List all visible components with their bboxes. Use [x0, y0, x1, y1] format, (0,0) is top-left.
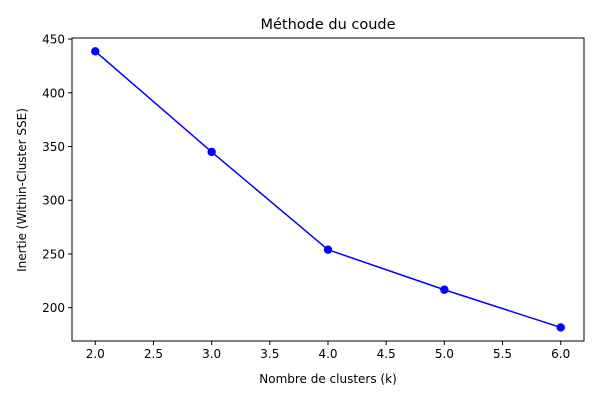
- chart-title: Méthode du coude: [260, 17, 395, 33]
- series-line: [94, 50, 561, 329]
- x-tick-label: 4.0: [318, 347, 337, 361]
- x-tick-label: 5.0: [435, 347, 454, 361]
- y-tick-label: 200: [42, 301, 65, 315]
- y-axis-label: Inertie (Within-Cluster SSE): [15, 108, 29, 272]
- x-tick-label: 4.5: [377, 347, 396, 361]
- x-tick-label: 3.0: [202, 347, 221, 361]
- x-tick-label: 2.5: [144, 347, 163, 361]
- data-point: [91, 47, 100, 56]
- x-tick-label: 6.0: [551, 347, 570, 361]
- x-axis-label: Nombre de clusters (k): [259, 372, 397, 386]
- data-point: [323, 245, 333, 254]
- x-tick-label: 2.0: [86, 347, 105, 361]
- y-tick-label: 400: [42, 86, 65, 100]
- y-tick-label: 300: [42, 194, 65, 208]
- data-point: [207, 147, 216, 157]
- x-tick-label: 3.5: [260, 347, 279, 361]
- axes-frame: [71, 37, 585, 342]
- y-tick-label: 450: [42, 33, 65, 47]
- x-tick-label: 5.5: [493, 347, 512, 361]
- y-tick-label: 250: [42, 247, 65, 261]
- y-tick-label: 350: [42, 140, 65, 154]
- plot-area: 2.0 2.5 3.0 3.5 4.0 4.5 5.0 5.5 6.0 200 250 300 350 4…: [42, 33, 585, 361]
- data-point: [556, 323, 565, 332]
- data-point: [440, 285, 449, 294]
